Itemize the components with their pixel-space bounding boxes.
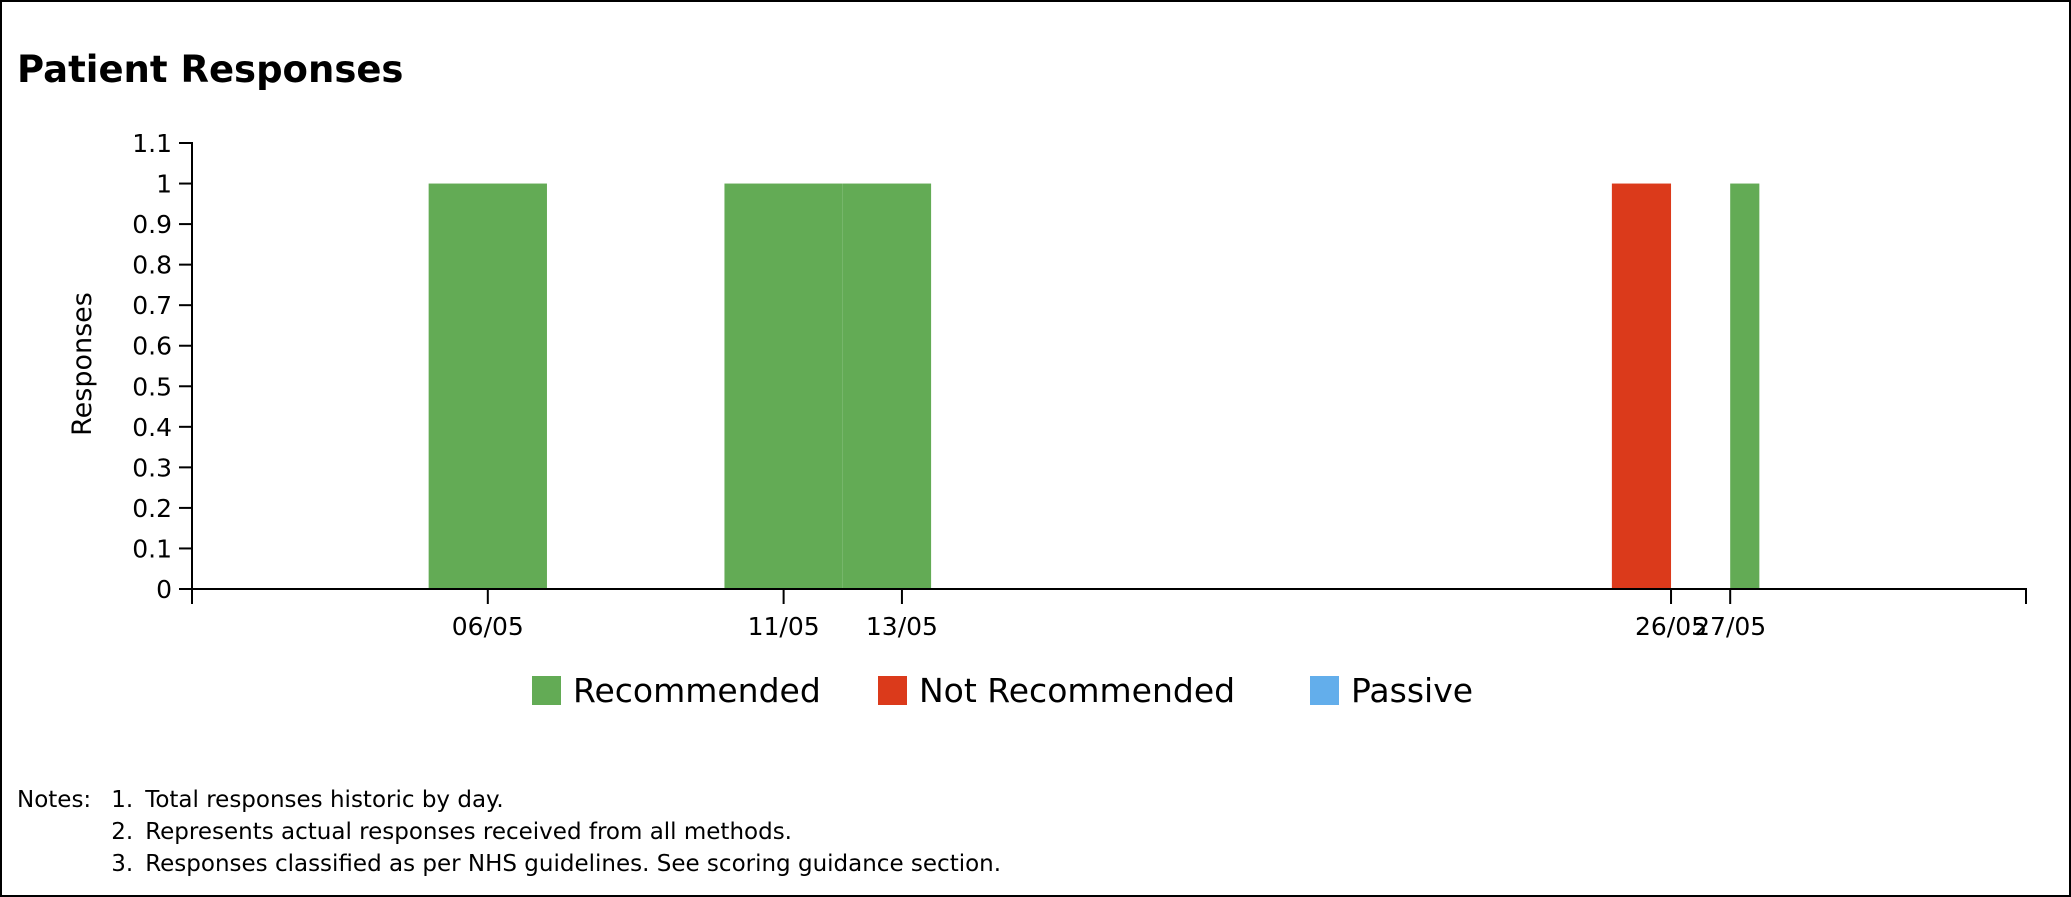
y-tick-label: 1.1 <box>132 129 172 158</box>
y-tick-label: 0.5 <box>132 372 172 401</box>
legend-swatch <box>878 676 907 705</box>
notes-section: Notes: 1. Total responses historic by da… <box>17 784 1001 880</box>
y-tick-label: 0.4 <box>132 413 172 442</box>
x-tick-label: 26/05 <box>1635 612 1707 641</box>
legend-label: Passive <box>1351 671 1473 710</box>
note-text: Total responses historic by day. <box>145 787 504 813</box>
y-tick-label: 0.6 <box>132 332 172 361</box>
y-tick-label: 0.8 <box>132 251 172 280</box>
note-number: 3. <box>111 851 134 877</box>
x-tick-label: 27/05 <box>1694 612 1766 641</box>
bar <box>1611 183 1672 589</box>
y-tick-label: 0.7 <box>132 291 172 320</box>
y-axis-title: Responses <box>67 292 98 436</box>
legend-label: Not Recommended <box>919 671 1235 710</box>
y-tick-label: 0.1 <box>132 534 172 563</box>
bar <box>428 183 547 589</box>
note-text: Responses classified as per NHS guidelin… <box>145 851 1002 877</box>
x-tick-label: 11/05 <box>748 612 820 641</box>
notes-label: Notes: <box>17 787 92 813</box>
chart-title: Patient Responses <box>17 48 404 91</box>
x-tick-label: 13/05 <box>866 612 938 641</box>
note-number: 2. <box>111 819 134 845</box>
bar <box>724 183 843 589</box>
x-tick-label: 06/05 <box>452 612 524 641</box>
note-number: 1. <box>111 787 134 813</box>
bar <box>842 183 932 589</box>
bar <box>1730 183 1760 589</box>
y-tick-label: 1 <box>156 170 172 199</box>
y-tick-label: 0.2 <box>132 494 172 523</box>
legend-label: Recommended <box>573 671 821 710</box>
legend-swatch <box>532 676 561 705</box>
y-tick-label: 0.3 <box>132 453 172 482</box>
legend-swatch <box>1310 676 1339 705</box>
note-text: Represents actual responses received fro… <box>145 819 792 845</box>
y-tick-label: 0 <box>156 575 172 604</box>
y-tick-label: 0.9 <box>132 210 172 239</box>
